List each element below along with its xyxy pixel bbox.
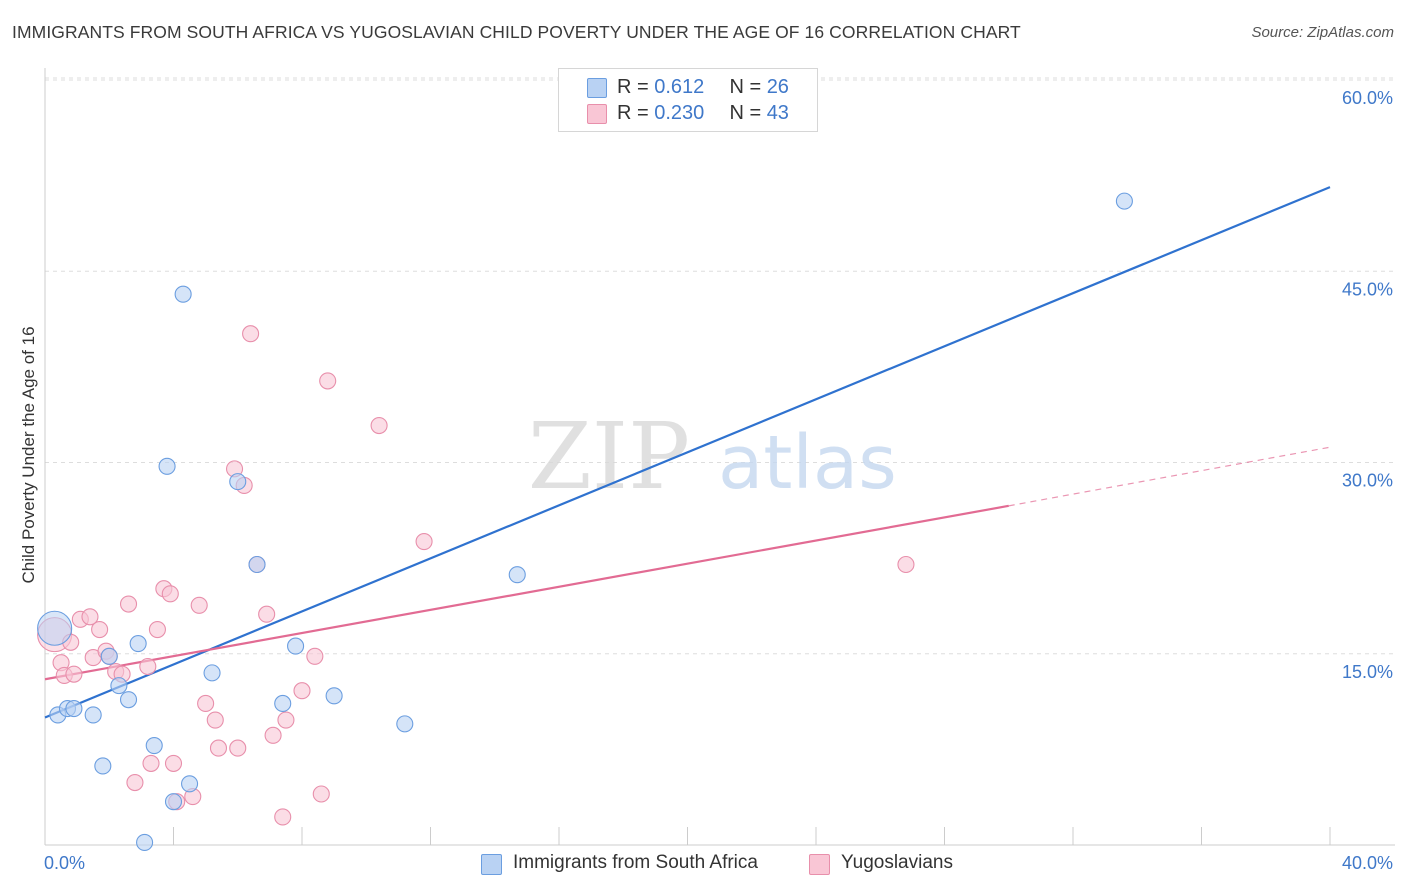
data-point-yugoslavians: [264, 726, 282, 744]
watermark-zip: ZIP: [528, 403, 690, 510]
trend-line-south-africa: [44, 186, 1331, 719]
data-point-south-africa: [508, 566, 526, 584]
data-point-yugoslavians: [190, 596, 208, 614]
data-point-yugoslavians: [229, 739, 247, 757]
chart-title: IMMIGRANTS FROM SOUTH AFRICA VS YUGOSLAV…: [12, 22, 1021, 42]
series-legend: Immigrants from South Africa Yugoslavian…: [0, 852, 1406, 878]
chart-source: Source: ZipAtlas.com: [1251, 24, 1394, 41]
y-tick-label: 30.0%: [1342, 471, 1393, 491]
data-point-yugoslavians: [415, 532, 433, 551]
data-point-yugoslavians: [306, 647, 324, 665]
legend-swatch-pink: [809, 854, 830, 875]
data-point-south-africa: [174, 285, 192, 303]
data-point-south-africa: [1115, 192, 1133, 210]
data-point-south-africa: [94, 757, 112, 775]
grid-lines: [45, 77, 1395, 655]
legend-n-value: 43: [766, 102, 789, 124]
y-tick-label: 15.0%: [1342, 662, 1393, 682]
data-point-yugoslavians: [319, 372, 337, 390]
y-tick-label: 60.0%: [1342, 88, 1393, 108]
data-point-yugoslavians: [142, 754, 160, 772]
data-point-south-africa: [65, 700, 83, 718]
legend-n-label: N =: [729, 102, 762, 124]
data-point-yugoslavians: [91, 620, 109, 639]
data-point-south-africa: [100, 647, 118, 665]
data-point-south-africa: [164, 793, 183, 811]
data-point-yugoslavians: [242, 325, 260, 343]
legend-n-label: N =: [729, 76, 762, 98]
data-point-yugoslavians: [119, 595, 138, 613]
data-point-south-africa: [181, 775, 199, 793]
axis-tick-labels: 15.0% 30.0% 45.0% 60.0% 0.0% 40.0%: [44, 88, 1393, 873]
data-points: [37, 192, 1133, 852]
data-point-south-africa: [229, 473, 247, 491]
data-point-south-africa: [84, 706, 102, 724]
data-point-yugoslavians: [148, 620, 166, 639]
data-point-south-africa: [110, 677, 128, 695]
y-tick-label: 45.0%: [1342, 279, 1393, 299]
data-point-yugoslavians: [209, 739, 228, 757]
data-point-south-africa: [325, 687, 343, 705]
data-point-yugoslavians: [370, 416, 388, 435]
data-point-south-africa: [274, 694, 292, 713]
data-point-yugoslavians: [164, 754, 183, 772]
data-point-yugoslavians: [139, 657, 157, 676]
data-point-south-africa: [287, 637, 305, 655]
data-point-yugoslavians: [277, 711, 295, 729]
data-point-south-africa: [158, 457, 176, 475]
data-point-yugoslavians: [126, 773, 144, 792]
legend-swatch-blue: [481, 854, 502, 875]
legend-r-value: 0.230: [654, 102, 705, 124]
data-point-yugoslavians: [206, 711, 224, 729]
trend-line-yugoslavians: [44, 504, 1009, 681]
data-point-yugoslavians: [258, 605, 276, 623]
legend-label: Yugoslavians: [841, 852, 953, 873]
data-point-yugoslavians: [274, 808, 292, 826]
data-point-south-africa: [396, 715, 414, 733]
watermark-atlas: atlas: [718, 420, 897, 506]
data-point-yugoslavians: [81, 608, 99, 626]
data-point-yugoslavians: [293, 682, 311, 700]
data-point-south-africa: [136, 833, 154, 852]
trend-extension-yugoslavians: [1008, 446, 1331, 507]
data-point-south-africa: [248, 555, 266, 574]
data-point-yugoslavians: [65, 665, 83, 683]
legend-n-value: 26: [766, 76, 789, 98]
data-point-south-africa: [119, 691, 138, 709]
x-tick-label: 0.0%: [44, 853, 85, 873]
data-point-south-africa: [203, 664, 221, 682]
y-axis-label: Child Poverty Under the Age of 16: [19, 326, 38, 583]
data-point-south-africa: [145, 736, 163, 755]
legend-swatch-pink: [587, 104, 607, 124]
data-point-yugoslavians: [897, 555, 915, 574]
legend-swatch-blue: [587, 78, 607, 98]
legend-r-label: R =: [617, 102, 649, 124]
data-point-south-africa: [129, 634, 147, 653]
data-point-south-africa: [37, 610, 73, 646]
trend-lines: [44, 186, 1331, 719]
data-point-yugoslavians: [161, 585, 179, 603]
x-tick-label: 40.0%: [1342, 853, 1393, 873]
legend-r-value: 0.612: [654, 76, 705, 98]
data-point-yugoslavians: [312, 785, 330, 803]
data-point-yugoslavians: [197, 694, 215, 713]
correlation-legend: R = 0.612 N = 26 R = 0.230 N = 43: [558, 68, 818, 132]
legend-r-label: R =: [617, 76, 649, 98]
axes: [44, 68, 1395, 846]
legend-label: Immigrants from South Africa: [513, 852, 758, 873]
